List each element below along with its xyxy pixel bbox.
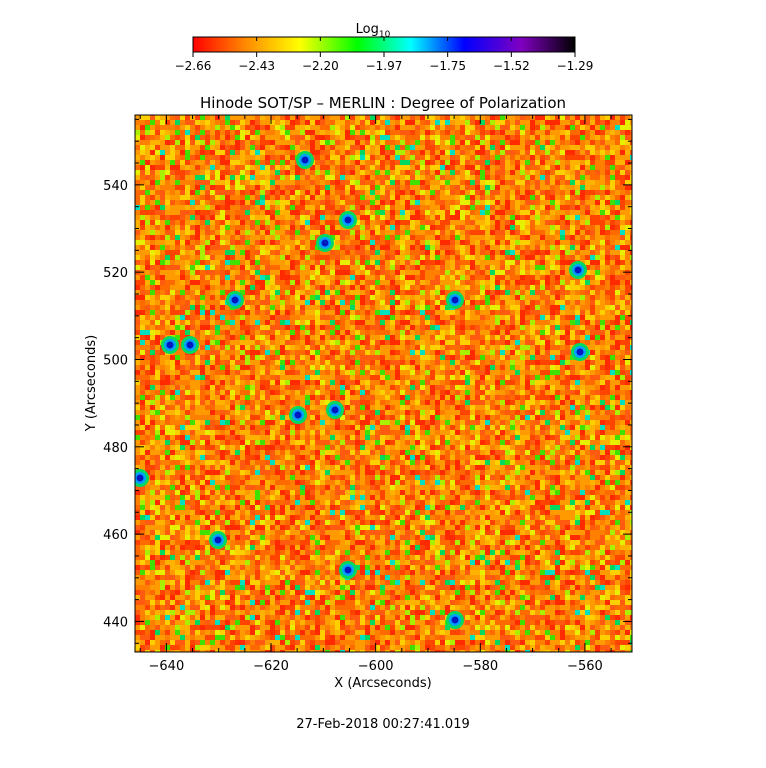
colorbar-tick-label: −2.43	[238, 59, 275, 73]
axis-ticks: −640 −620 −600 −580 −560 440 460 480 500 520 540	[103, 115, 632, 674]
observation-timestamp: 27-Feb-2018 00:27:41.019	[296, 717, 470, 732]
plot-title: Hinode SOT/SP – MERLIN : Degree of Polar…	[200, 94, 566, 112]
x-tick-label: −620	[253, 659, 289, 674]
x-tick-label: −560	[567, 659, 603, 674]
colorbar-tick-label: −1.97	[366, 59, 403, 73]
x-tick-label: −580	[462, 659, 498, 674]
colorbar-tick-label: −2.66	[175, 59, 212, 73]
y-tick-label: 460	[103, 528, 128, 543]
y-axis-label: Y (Arcseconds)	[84, 335, 99, 432]
x-axis-label: X (Arcseconds)	[334, 676, 431, 691]
colorbar-tick-label: −1.75	[429, 59, 466, 73]
y-tick-label: 520	[103, 266, 128, 281]
y-tick-label: 440	[103, 615, 128, 630]
polarization-map	[135, 115, 632, 652]
colorbar-tick-label: −2.20	[302, 59, 339, 73]
x-tick-label: −600	[358, 659, 394, 674]
y-tick-label: 480	[103, 441, 128, 456]
colorbar-label: Log10	[356, 22, 391, 40]
colorbar-tick-label: −1.29	[557, 59, 594, 73]
x-tick-label: −640	[149, 659, 185, 674]
y-tick-label: 500	[103, 353, 128, 368]
y-tick-label: 540	[103, 179, 128, 194]
plot-frame	[134, 114, 633, 653]
colorbar-ticks: −2.66 −2.43 −2.20 −1.97 −1.75 −1.52 −1.29	[175, 37, 594, 73]
colorbar-tick-label: −1.52	[493, 59, 530, 73]
